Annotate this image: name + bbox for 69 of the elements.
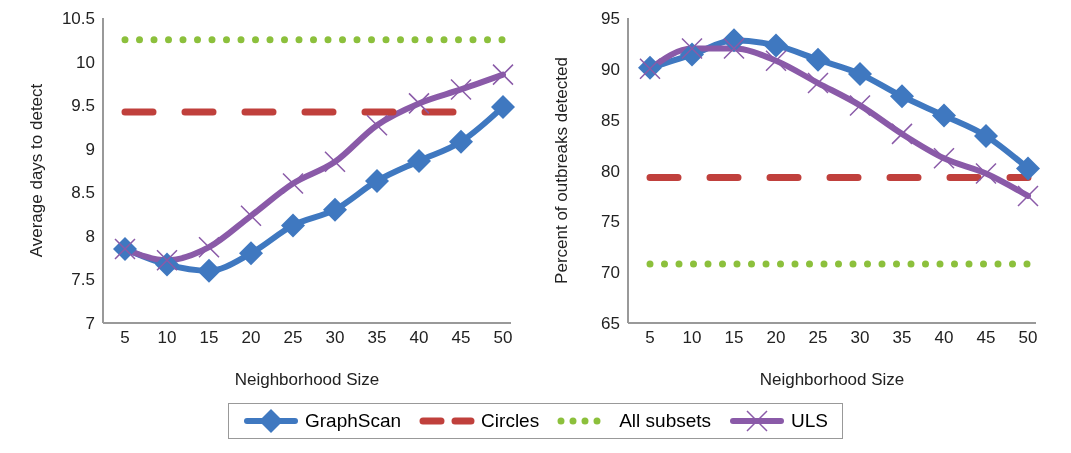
x-tick-label: 50 xyxy=(493,328,513,348)
x-tick-label: 40 xyxy=(934,328,954,348)
y-tick-label: 65 xyxy=(601,314,620,334)
point xyxy=(681,37,703,60)
point xyxy=(492,63,514,86)
point xyxy=(323,197,347,222)
y-tick-label: 80 xyxy=(601,161,620,181)
point xyxy=(365,168,389,193)
y-tick-label: 75 xyxy=(601,212,620,232)
x-tick-label: 5 xyxy=(120,328,130,348)
y-tick-label: 7.5 xyxy=(71,270,95,290)
y-axis-title: Percent of outbreaks detected xyxy=(552,57,572,284)
y-tick-label: 10 xyxy=(76,52,95,72)
point xyxy=(197,258,221,283)
x-tick-label: 20 xyxy=(766,328,786,348)
x-tick-label: 20 xyxy=(241,328,261,348)
point xyxy=(407,148,431,173)
y-tick-label: 7 xyxy=(85,314,95,334)
x-tick-label: 10 xyxy=(682,328,702,348)
x-tick-label: 30 xyxy=(325,328,345,348)
point xyxy=(723,37,745,60)
y-tick-label: 10.5 xyxy=(61,9,95,29)
y-tick-label: 9.5 xyxy=(71,96,95,116)
point xyxy=(932,103,956,128)
point xyxy=(449,129,473,154)
x-tick-label: 50 xyxy=(1018,328,1038,348)
legend-label: GraphScan xyxy=(304,410,402,432)
y-tick-label: 90 xyxy=(601,59,620,79)
y-tick-label: 70 xyxy=(601,263,620,283)
legend-label: ULS xyxy=(791,410,829,432)
point xyxy=(450,78,472,101)
y-tick-label: 8.5 xyxy=(71,183,95,203)
x-axis-title: Neighborhood Size xyxy=(234,370,380,389)
point xyxy=(890,84,914,109)
x-tick-label: 25 xyxy=(808,328,828,348)
x-tick-label: 25 xyxy=(283,328,303,348)
point xyxy=(408,92,430,115)
point xyxy=(491,94,515,119)
y-tick-label: 95 xyxy=(601,9,620,29)
y-tick-label: 8 xyxy=(85,226,95,246)
point xyxy=(975,162,997,185)
point xyxy=(765,49,787,72)
y-axis-title: Average days to detect xyxy=(27,83,47,258)
x-tick-label: 10 xyxy=(157,328,177,348)
point xyxy=(281,213,305,238)
point xyxy=(1017,185,1039,207)
point xyxy=(806,47,830,72)
x-tick-label: 45 xyxy=(451,328,471,348)
x-tick-label: 40 xyxy=(409,328,429,348)
x-tick-label: 15 xyxy=(724,328,744,348)
x-tick-label: 30 xyxy=(850,328,870,348)
point xyxy=(1016,156,1040,181)
y-tick-label: 9 xyxy=(85,139,95,159)
point xyxy=(282,172,304,195)
x-tick-label: 15 xyxy=(199,328,219,348)
point xyxy=(239,241,263,266)
legend-label: All subsets xyxy=(619,410,712,432)
point xyxy=(974,123,998,148)
x-tick-label: 5 xyxy=(645,328,655,348)
point xyxy=(156,249,178,272)
legend-label: Circles xyxy=(481,410,540,432)
x-tick-label: 35 xyxy=(892,328,912,348)
x-tick-label: 45 xyxy=(976,328,996,348)
x-tick-label: 35 xyxy=(367,328,387,348)
x-axis-title: Neighborhood Size xyxy=(759,370,905,389)
point xyxy=(848,61,872,86)
point xyxy=(764,33,788,58)
y-tick-label: 85 xyxy=(601,110,620,130)
point xyxy=(933,147,955,170)
